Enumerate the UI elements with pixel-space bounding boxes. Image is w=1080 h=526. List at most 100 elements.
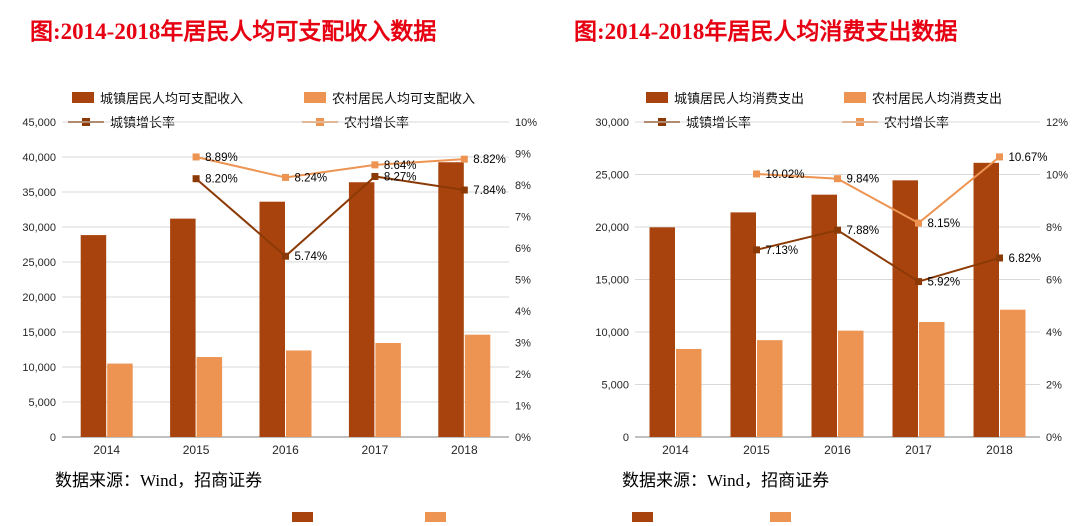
left-axis-tick-label: 5,000: [28, 397, 56, 409]
line-marker-icon: [753, 170, 760, 178]
urban-growth-line: [756, 229, 1000, 283]
expenditure-chart-title: 图:2014-2018年居民人均消费支出数据: [574, 19, 958, 44]
line-marker-icon: [282, 252, 289, 260]
data-label: 7.88%: [847, 225, 880, 237]
right-axis-tick-label: 10%: [1046, 170, 1068, 182]
rural-bar-swatch: [304, 92, 326, 103]
urban-bar: [973, 162, 999, 437]
right-axis-tick-label: 4%: [1046, 327, 1062, 339]
legend-item-rural-expenditure-bar: 农村居民人均消费支出: [844, 88, 1002, 107]
line-marker-icon: [996, 153, 1003, 161]
data-label: 5.92%: [928, 277, 961, 289]
left-axis-tick-label: 35,000: [22, 187, 56, 199]
line-marker-icon: [192, 153, 200, 161]
left-axis-tick-label: 25,000: [22, 257, 56, 269]
urban-bar: [730, 212, 756, 437]
expenditure-figure: 图:2014-2018年居民人均消费支出数据 城镇居民人均消费支出 农村居民人均…: [540, 0, 1080, 505]
data-label: 8.64%: [384, 160, 417, 172]
left-axis-tick-label: 20,000: [22, 292, 56, 304]
left-axis-tick-label: 15,000: [595, 275, 629, 287]
line-marker-icon: [371, 161, 379, 169]
right-axis-tick-label: 3%: [515, 338, 531, 350]
right-axis-tick-label: 2%: [515, 369, 531, 381]
expenditure-chart-plot: 30,000 25,000 20,000 15,000 10,000 5,000 0 12% 1…: [595, 117, 1068, 457]
urban-bar-swatch: [72, 92, 94, 103]
x-axis-label: 2016: [824, 443, 851, 457]
data-label: 9.84%: [847, 174, 880, 186]
rural-bar: [676, 348, 702, 437]
urban-bar: [259, 201, 285, 437]
line-marker-icon: [915, 219, 922, 227]
right-axis-tick-label: 6%: [515, 243, 531, 255]
rural-bar: [757, 340, 783, 437]
right-axis-tick-label: 4%: [515, 306, 531, 318]
x-axis-label: 2016: [272, 443, 299, 457]
right-axis-tick-label: 8%: [1046, 222, 1062, 234]
right-axis-tick-label: 8%: [515, 180, 531, 192]
data-label: 8.89%: [205, 152, 238, 164]
left-axis-tick-label: 20,000: [595, 222, 629, 234]
left-axis-tick-label: 15,000: [22, 327, 56, 339]
urban-bar: [80, 235, 107, 437]
income-chart-plot: 45,000 40,000 35,000 30,000 25,000 20,000 15,0…: [22, 117, 537, 457]
left-axis-tick-label: 40,000: [22, 152, 56, 164]
urban-bar: [348, 182, 375, 437]
cropped-legend-swatch-orange: [770, 512, 791, 522]
line-marker-icon: [834, 226, 841, 234]
rural-bar: [107, 363, 133, 437]
left-axis-tick-label: 25,000: [595, 170, 629, 182]
line-marker-icon: [192, 175, 200, 183]
left-axis-tick-label: 30,000: [22, 222, 56, 234]
line-marker-icon: [282, 173, 289, 181]
line-marker-icon: [915, 278, 922, 286]
left-axis-tick-label: 45,000: [22, 117, 56, 129]
cropped-legend-swatch-orange: [425, 512, 446, 522]
rural-bar: [1000, 309, 1026, 437]
rural-growth-line: [756, 156, 1001, 225]
x-axis-label: 2017: [905, 443, 932, 457]
left-axis-tick-label: 0: [623, 432, 629, 444]
rural-growth-line: [195, 155, 465, 179]
rural-bar: [919, 321, 945, 437]
rural-bar: [464, 334, 491, 437]
right-axis-tick-label: 6%: [1046, 275, 1062, 287]
data-label: 8.27%: [384, 171, 417, 183]
urban-bar: [892, 180, 918, 437]
line-marker-icon: [460, 155, 468, 163]
right-axis-tick-label: 12%: [1046, 117, 1068, 129]
x-axis-label: 2015: [183, 443, 210, 457]
x-axis-label: 2018: [986, 443, 1013, 457]
right-axis-tick-label: 1%: [515, 401, 531, 413]
x-axis-label: 2018: [451, 443, 478, 457]
income-source-note: 数据来源：Wind，招商证券: [55, 471, 263, 490]
right-axis-tick-label: 0%: [515, 432, 531, 444]
rural-bar-swatch: [844, 92, 866, 103]
line-marker-icon: [996, 254, 1003, 262]
cropped-next-figure-strip: [0, 508, 1080, 526]
left-axis-tick-label: 10,000: [22, 362, 56, 374]
legend-item-urban-income-bar: 城镇居民人均可支配收入: [72, 88, 243, 107]
urban-bar-swatch: [646, 92, 668, 103]
legend-item-rural-income-bar: 农村居民人均可支配收入: [304, 88, 475, 107]
data-label: 8.82%: [473, 154, 506, 166]
legend-item-urban-expenditure-bar: 城镇居民人均消费支出: [646, 88, 804, 107]
right-axis-tick-label: 10%: [515, 117, 537, 129]
left-axis-tick-label: 5,000: [601, 380, 629, 392]
data-label: 7.84%: [473, 185, 506, 197]
data-label: 8.15%: [928, 218, 961, 230]
line-marker-icon: [460, 186, 468, 194]
x-axis-label: 2014: [93, 443, 120, 457]
x-axis-label: 2014: [662, 443, 689, 457]
income-chart-legend: 城镇居民人均可支配收入 农村居民人均可支配收入 城镇增长率 农村增长率: [0, 84, 540, 134]
urban-growth-line: [195, 175, 465, 258]
cropped-legend-swatch-dark: [632, 512, 653, 522]
urban-bar: [170, 218, 196, 437]
data-label: 5.74%: [295, 251, 328, 263]
data-label: 10.02%: [766, 169, 805, 181]
expenditure-source-note: 数据来源：Wind，招商证券: [622, 471, 830, 490]
left-axis-tick-label: 0: [50, 432, 56, 444]
legend-label: 农村居民人均可支配收入: [332, 91, 476, 106]
left-axis-tick-label: 10,000: [595, 327, 629, 339]
legend-label: 城镇居民人均可支配收入: [100, 91, 244, 106]
line-marker-icon: [371, 172, 379, 180]
